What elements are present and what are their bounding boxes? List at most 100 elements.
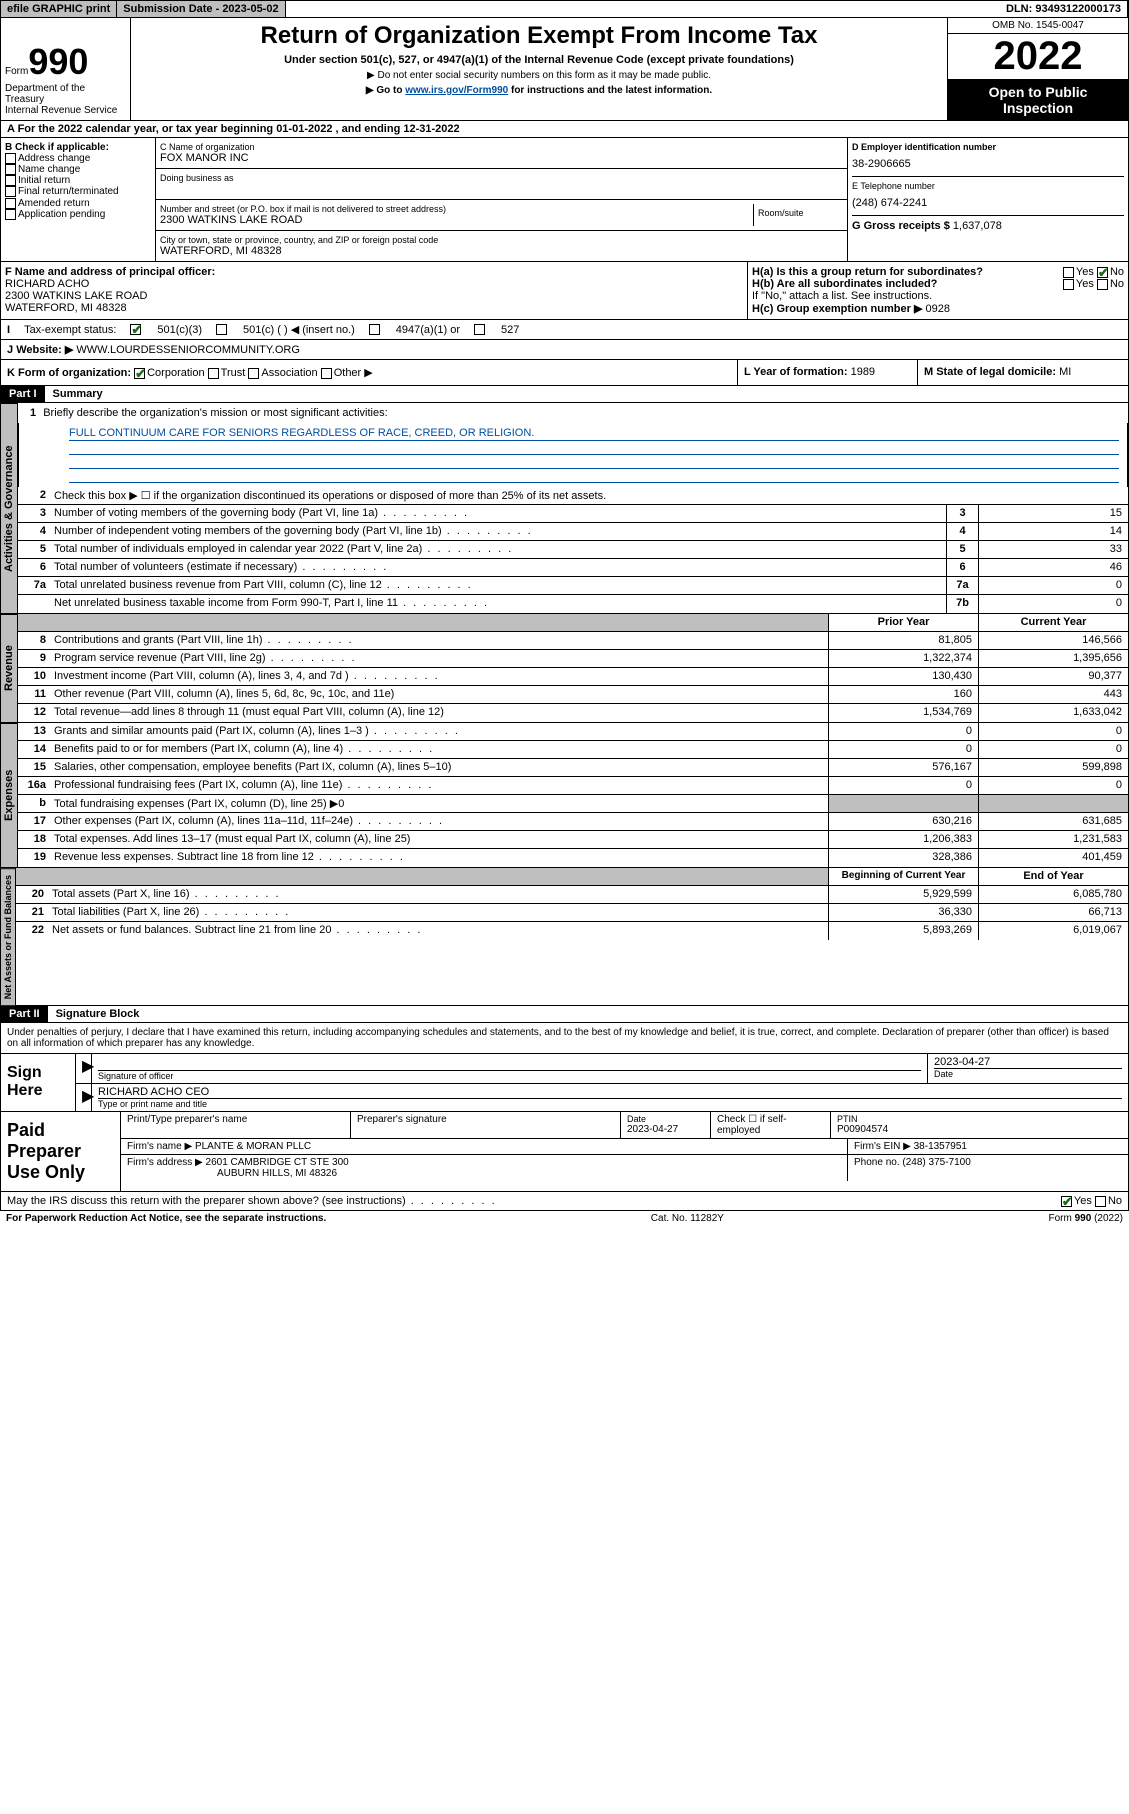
gross-label: G Gross receipts $: [852, 220, 950, 232]
tab-expenses: Expenses: [0, 723, 18, 867]
v7b: 0: [978, 595, 1128, 613]
cb-hb-no[interactable]: [1097, 279, 1108, 290]
line11: Other revenue (Part VIII, column (A), li…: [50, 686, 828, 703]
cb-other[interactable]: [321, 368, 332, 379]
ein-label: D Employer identification number: [852, 142, 1124, 152]
sig-date-label: Date: [934, 1068, 1122, 1079]
line1-label: Briefly describe the organization's miss…: [43, 407, 387, 419]
goto-post: for instructions and the latest informat…: [508, 85, 712, 96]
website-value: WWW.LOURDESSENIORCOMMUNITY.ORG: [76, 344, 299, 356]
begin-year-hdr: Beginning of Current Year: [828, 868, 978, 885]
phone-label: E Telephone number: [852, 181, 1124, 191]
line17: Other expenses (Part IX, column (A), lin…: [50, 813, 828, 830]
line19: Revenue less expenses. Subtract line 18 …: [50, 849, 828, 867]
cb-501c[interactable]: [216, 324, 227, 335]
phone-value: (248) 674-2241: [852, 191, 1124, 215]
hb-label: H(b) Are all subordinates included?: [752, 278, 937, 290]
end-year-hdr: End of Year: [978, 868, 1128, 885]
cb-final-return[interactable]: [5, 186, 16, 197]
officer-addr1: 2300 WATKINS LAKE ROAD: [5, 290, 743, 302]
addr-label: Number and street (or P.O. box if mail i…: [160, 204, 753, 214]
cb-discuss-no[interactable]: [1095, 1196, 1106, 1207]
cb-assoc[interactable]: [248, 368, 259, 379]
street-address: 2300 WATKINS LAKE ROAD: [160, 214, 753, 226]
v3: 15: [978, 505, 1128, 522]
form-subtitle: Under section 501(c), 527, or 4947(a)(1)…: [141, 54, 937, 66]
j-label: Website: ▶: [16, 344, 73, 356]
line18: Total expenses. Add lines 13–17 (must eq…: [50, 831, 828, 848]
m-label: M State of legal domicile:: [924, 366, 1056, 378]
cb-ha-yes[interactable]: [1063, 267, 1074, 278]
submission-date: Submission Date - 2023-05-02: [117, 1, 285, 17]
city-label: City or town, state or province, country…: [160, 235, 843, 245]
line3: Number of voting members of the governin…: [50, 505, 946, 522]
i-label: Tax-exempt status:: [24, 324, 116, 336]
tab-revenue: Revenue: [0, 614, 18, 722]
open-inspection: Open to Public Inspection: [948, 80, 1128, 120]
tab-net-assets: Net Assets or Fund Balances: [0, 868, 16, 1005]
c-name-label: C Name of organization: [160, 142, 843, 152]
ptin-value: P00904574: [837, 1124, 1122, 1135]
form-title: Return of Organization Exempt From Incom…: [141, 22, 937, 50]
v7a: 0: [978, 577, 1128, 594]
part1-header: Part I: [1, 386, 45, 402]
line16b: Total fundraising expenses (Part IX, col…: [50, 795, 828, 812]
row-a-period: A For the 2022 calendar year, or tax yea…: [0, 121, 1129, 138]
topbar: efile GRAPHIC print Submission Date - 20…: [0, 0, 1129, 18]
line12: Total revenue—add lines 8 through 11 (mu…: [50, 704, 828, 722]
cb-discuss-yes[interactable]: [1061, 1196, 1072, 1207]
cb-initial-return[interactable]: [5, 175, 16, 186]
org-name: FOX MANOR INC: [160, 152, 843, 164]
ein-value: 38-2906665: [852, 152, 1124, 176]
footer-left: For Paperwork Reduction Act Notice, see …: [6, 1213, 326, 1224]
efile-print-button[interactable]: efile GRAPHIC print: [1, 1, 117, 17]
cb-address-change[interactable]: [5, 153, 16, 164]
col-b-checkboxes: B Check if applicable: Address change Na…: [1, 138, 156, 261]
irs-link[interactable]: www.irs.gov/Form990: [405, 85, 508, 96]
cb-trust[interactable]: [208, 368, 219, 379]
paid-preparer-label: Paid Preparer Use Only: [1, 1112, 121, 1191]
irs-label: Internal Revenue Service: [5, 105, 126, 116]
cb-4947[interactable]: [369, 324, 380, 335]
omb-number: OMB No. 1545-0047: [948, 18, 1128, 34]
officer-name-title: RICHARD ACHO CEO: [98, 1086, 1122, 1098]
type-name-label: Type or print name and title: [98, 1098, 1122, 1109]
dln: DLN: 93493122000173: [1000, 1, 1128, 17]
room-label: Room/suite: [758, 208, 839, 218]
cb-527[interactable]: [474, 324, 485, 335]
prior-year-hdr: Prior Year: [828, 614, 978, 631]
ssn-note: ▶ Do not enter social security numbers o…: [141, 70, 937, 81]
cb-hb-yes[interactable]: [1063, 279, 1074, 290]
tab-activities-governance: Activities & Governance: [0, 403, 18, 613]
line22: Net assets or fund balances. Subtract li…: [48, 922, 828, 940]
part2-title: Signature Block: [48, 1006, 148, 1022]
line6: Total number of volunteers (estimate if …: [50, 559, 946, 576]
hc-label: H(c) Group exemption number ▶: [752, 303, 922, 315]
line16a: Professional fundraising fees (Part IX, …: [50, 777, 828, 794]
line2: Check this box ▶ ☐ if the organization d…: [50, 487, 1128, 504]
footer-right: Form 990 (2022): [1049, 1213, 1123, 1224]
form-number: 990: [28, 41, 88, 82]
cb-corp[interactable]: [134, 368, 145, 379]
firm-name: PLANTE & MORAN PLLC: [195, 1141, 311, 1152]
check-self-employed: Check ☐ if self-employed: [711, 1112, 831, 1138]
officer-addr2: WATERFORD, MI 48328: [5, 302, 743, 314]
mission-text: FULL CONTINUUM CARE FOR SENIORS REGARDLE…: [69, 427, 1119, 441]
part2-header: Part II: [1, 1006, 48, 1022]
v6: 46: [978, 559, 1128, 576]
sign-here-label: Sign Here: [1, 1054, 76, 1111]
line21: Total liabilities (Part X, line 26): [48, 904, 828, 921]
cb-amended[interactable]: [5, 198, 16, 209]
firm-phone: (248) 375-7100: [902, 1157, 970, 1168]
cb-501c3[interactable]: [130, 324, 141, 335]
year-formation: 1989: [851, 366, 875, 378]
dba-label: Doing business as: [160, 173, 843, 183]
state-domicile: MI: [1059, 366, 1071, 378]
prep-name-label: Print/Type preparer's name: [121, 1112, 351, 1138]
cb-ha-no[interactable]: [1097, 267, 1108, 278]
ha-label: H(a) Is this a group return for subordin…: [752, 266, 983, 278]
k-label: K Form of organization:: [7, 367, 131, 379]
b-label: B Check if applicable:: [5, 142, 151, 153]
cb-app-pending[interactable]: [5, 209, 16, 220]
cb-name-change[interactable]: [5, 164, 16, 175]
